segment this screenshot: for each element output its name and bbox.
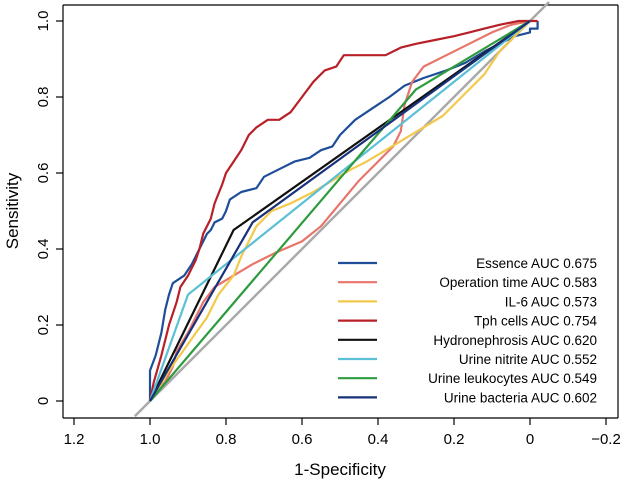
legend-label-7: Urine leukocytes AUC 0.549 [428,371,597,386]
x-tick-label: 1.0 [140,431,161,448]
series-line-4 [148,19,538,402]
x-tick-label: 0 [526,431,534,448]
series-group [148,19,539,402]
series-line-5 [149,20,531,402]
y-tick-label: 0.8 [35,87,52,108]
x-tick-label: 0.8 [216,431,237,448]
legend-label-3: IL-6 AUC 0.573 [505,294,597,309]
series-line-7 [149,20,531,402]
y-axis: 0 0.2 0.4 0.6 0.8 1.0 [35,11,63,405]
x-axis: 1.2 1.0 0.8 0.6 0.4 0.2 0 −0.2 [64,418,621,448]
legend: Essence AUC 0.675 Operation time AUC 0.58… [338,256,597,405]
x-tick-label: −0.2 [591,431,621,448]
x-tick-label: 0.4 [368,431,389,448]
y-tick-label: 0.2 [35,315,52,336]
series-line-1 [148,21,539,401]
series-line-8 [149,20,531,402]
legend-label-8: Urine bacteria AUC 0.602 [444,390,597,405]
y-tick-label: 0.6 [35,163,52,184]
legend-label-2: Operation time AUC 0.583 [439,275,597,290]
legend-label-4: Tph cells AUC 0.754 [474,314,598,329]
x-axis-title: 1-Specificity [294,460,386,479]
y-tick-label: 0.4 [35,239,52,260]
chance-diagonal-line [133,1,550,418]
y-tick-label: 0 [35,397,52,405]
series-line-2 [149,19,531,402]
y-tick-label: 1.0 [35,11,52,32]
legend-label-6: Urine nitrite AUC 0.552 [459,352,597,367]
series-line-3 [149,20,531,402]
x-tick-label: 1.2 [64,431,85,448]
legend-label-5: Hydronephrosis AUC 0.620 [433,333,597,348]
legend-label-1: Essence AUC 0.675 [476,256,597,271]
y-axis-title: Sensitivity [3,172,22,249]
series-line-6 [148,20,531,402]
x-tick-label: 0.2 [444,431,465,448]
x-tick-label: 0.6 [292,431,313,448]
